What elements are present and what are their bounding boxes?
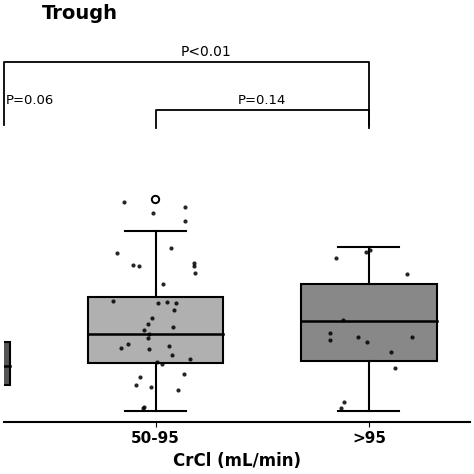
- Point: [140, 403, 148, 411]
- Point: [362, 248, 370, 256]
- Point: [149, 209, 157, 217]
- Bar: [301, 284, 437, 361]
- Point: [145, 320, 152, 328]
- Point: [145, 346, 153, 353]
- Point: [168, 351, 176, 358]
- Point: [133, 382, 140, 389]
- Point: [167, 244, 175, 252]
- Point: [136, 373, 144, 380]
- Bar: [88, 297, 223, 364]
- X-axis label: CrCl (mL/min): CrCl (mL/min): [173, 452, 301, 470]
- Point: [139, 404, 147, 411]
- Point: [163, 298, 171, 306]
- Point: [366, 246, 374, 254]
- Point: [174, 386, 182, 394]
- Point: [125, 340, 132, 348]
- Point: [181, 204, 189, 211]
- Point: [141, 327, 148, 334]
- Point: [408, 334, 415, 341]
- Point: [154, 300, 161, 307]
- Point: [354, 334, 362, 341]
- Point: [339, 316, 347, 324]
- Point: [181, 370, 188, 378]
- Text: P<0.01: P<0.01: [181, 46, 231, 59]
- Text: P=0.14: P=0.14: [238, 94, 286, 107]
- Point: [170, 323, 177, 331]
- Point: [387, 348, 395, 356]
- Point: [327, 329, 334, 337]
- Point: [363, 338, 371, 346]
- Point: [117, 345, 125, 352]
- Point: [160, 280, 167, 288]
- Point: [120, 198, 128, 206]
- Point: [146, 330, 153, 337]
- Bar: [0, 342, 10, 384]
- Point: [109, 297, 117, 304]
- Point: [136, 263, 143, 270]
- Point: [148, 315, 156, 322]
- Point: [114, 249, 121, 257]
- Point: [403, 271, 411, 278]
- Point: [340, 398, 348, 406]
- Point: [186, 355, 194, 363]
- Point: [191, 259, 198, 266]
- Point: [165, 342, 173, 349]
- Point: [144, 335, 152, 342]
- Point: [171, 307, 178, 314]
- Point: [190, 262, 197, 270]
- Point: [154, 358, 161, 365]
- Point: [337, 404, 344, 412]
- Point: [392, 365, 399, 372]
- Point: [148, 383, 155, 391]
- Point: [182, 217, 189, 224]
- Point: [326, 336, 333, 344]
- Point: [152, 196, 159, 203]
- Text: P=0.06: P=0.06: [6, 94, 55, 107]
- Point: [158, 361, 165, 368]
- Point: [332, 254, 339, 261]
- Point: [129, 261, 137, 269]
- Point: [191, 269, 199, 276]
- Text: Trough: Trough: [41, 4, 118, 23]
- Point: [173, 300, 180, 307]
